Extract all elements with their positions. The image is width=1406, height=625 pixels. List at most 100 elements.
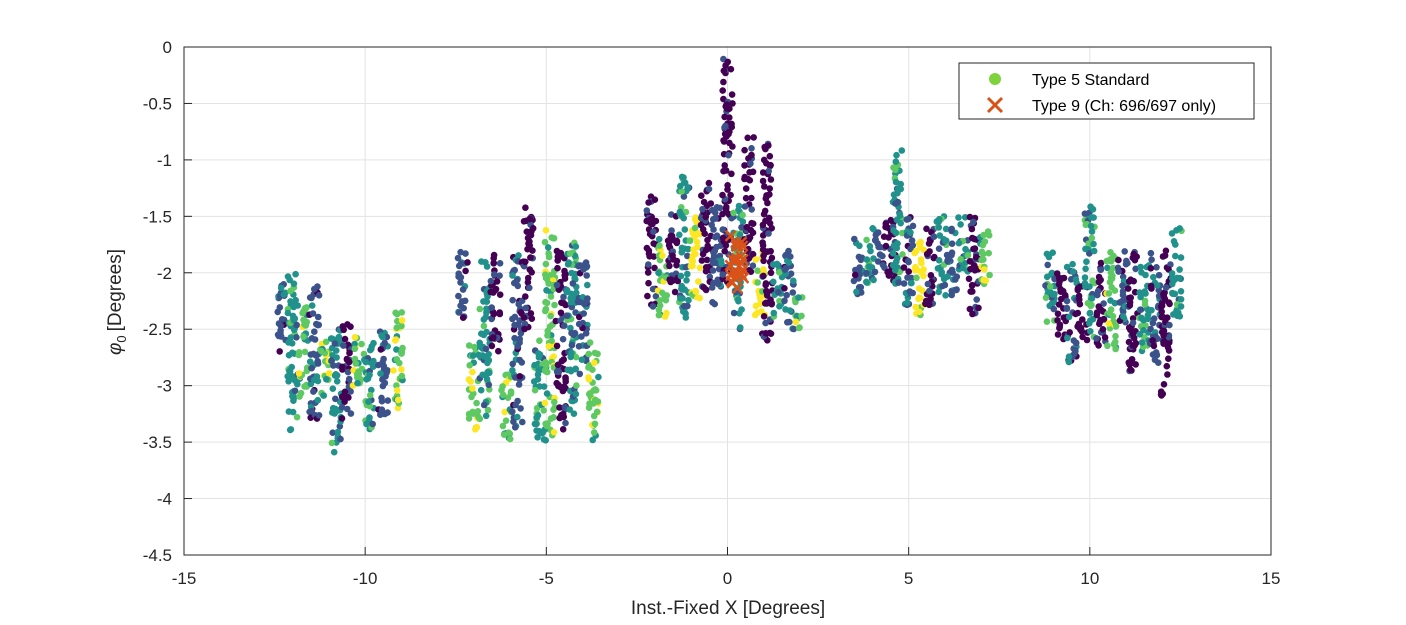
data-point [1104,264,1111,272]
data-point [1164,371,1171,378]
data-point [735,202,743,210]
data-point [335,333,343,341]
data-point [1138,269,1145,276]
data-point [286,367,293,375]
data-point [1148,256,1155,264]
data-point [1136,331,1143,338]
data-point [1118,297,1126,305]
data-point [392,336,400,343]
data-point [1147,325,1154,333]
data-point [287,287,294,295]
data-point [499,422,507,430]
data-point [313,373,321,380]
data-point [512,401,519,409]
data-point [1045,253,1053,261]
data-point [698,192,705,199]
data-point [857,284,865,291]
data-point [1172,252,1179,260]
data-point [655,311,663,319]
data-point [1097,266,1104,274]
data-point [1120,313,1127,320]
data-point [1075,292,1083,300]
data-point [882,242,890,250]
data-point [897,185,904,193]
data-point [295,351,303,359]
data-point [551,404,558,412]
data-point [934,265,942,272]
data-point [522,304,530,312]
data-point [511,334,518,342]
data-point [979,250,987,258]
data-point [487,288,495,296]
data-point [1161,295,1169,303]
data-point [728,170,735,178]
data-point [1160,340,1167,348]
y-tick-label: -4 [157,490,172,509]
data-point [466,362,474,369]
data-point [586,339,594,346]
data-point [308,302,316,309]
data-point [980,231,987,239]
data-point [1159,253,1167,260]
data-point [545,280,552,287]
data-point [1177,254,1185,261]
data-point [572,365,579,373]
data-point [513,276,521,284]
data-point [748,194,755,202]
data-point [761,207,769,215]
data-point [472,426,479,433]
data-point [561,272,568,279]
data-point [384,367,391,374]
data-point [308,335,316,342]
data-point [749,220,757,227]
data-point [1093,335,1100,342]
data-point [719,271,726,278]
data-point [924,280,932,288]
data-point [1127,366,1134,374]
data-point [720,137,727,144]
data-point [473,399,480,407]
data-point [285,339,292,346]
data-point [578,356,586,364]
data-point [691,224,699,232]
data-point [545,343,553,350]
data-point [1115,268,1122,275]
data-point [477,386,485,394]
data-point [328,439,336,447]
data-point [893,151,900,159]
data-point [1089,206,1097,213]
data-point [534,434,541,441]
data-point [509,408,516,416]
data-point [645,247,653,254]
data-point [661,313,669,320]
data-point [330,448,338,456]
data-point [310,388,317,395]
data-point [973,296,980,303]
data-point [767,269,775,277]
data-point [972,253,980,261]
data-point [291,387,299,395]
data-point [562,375,569,383]
data-point [499,383,506,390]
data-point [1046,283,1054,290]
data-point [716,204,724,212]
data-point [590,359,598,367]
data-point [355,370,363,378]
data-point [730,309,738,317]
data-point [455,309,463,316]
data-point [656,242,663,249]
data-point [677,182,684,190]
data-point [552,317,560,325]
data-point [961,214,969,221]
data-point [739,211,746,219]
data-point [509,296,516,304]
data-point [643,207,651,214]
data-point [784,319,791,326]
data-point [709,216,717,223]
data-point [1177,288,1185,295]
data-point [742,185,750,192]
data-point [318,347,325,355]
data-point [531,361,538,369]
data-point [893,216,901,224]
data-point [798,312,805,320]
